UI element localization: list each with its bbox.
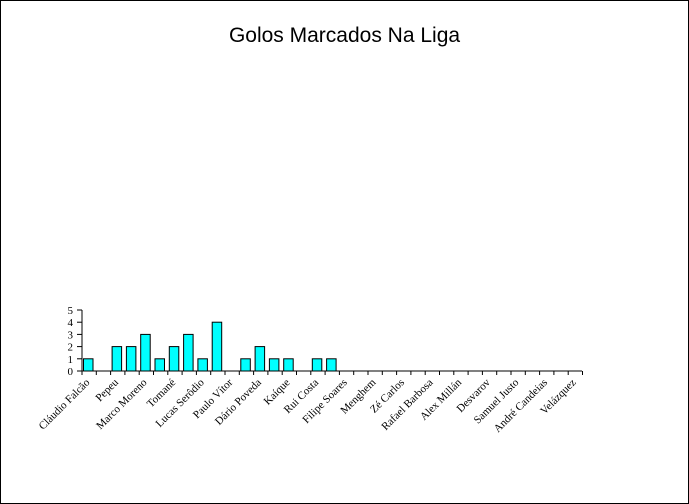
bar-16 (311, 358, 323, 372)
bar-17 (326, 358, 337, 372)
bar-7 (183, 333, 194, 372)
category-label-0: Cláudio Falcão (37, 376, 93, 432)
category-label-2: Marco Moreno (94, 376, 150, 432)
bar-9 (211, 321, 223, 372)
bar-2 (111, 346, 123, 372)
bar-14 (283, 358, 294, 372)
bar-4 (140, 333, 151, 372)
y-tick-label-4: 4 (68, 317, 74, 329)
y-tick-label-5: 5 (68, 305, 74, 317)
y-tick-label-0: 0 (68, 366, 74, 378)
bar-11 (240, 358, 251, 372)
bar-6 (168, 346, 180, 372)
chart-title: Golos Marcados Na Liga (228, 24, 461, 47)
bar-13 (268, 358, 280, 372)
bar-3 (125, 346, 137, 372)
bar-0 (83, 358, 94, 372)
y-tick-label-1: 1 (68, 354, 74, 366)
bar-8 (197, 358, 208, 372)
bar-5 (154, 358, 165, 372)
y-tick-label-2: 2 (68, 342, 74, 354)
bar-12 (254, 346, 266, 372)
y-tick-label-3: 3 (68, 329, 74, 341)
